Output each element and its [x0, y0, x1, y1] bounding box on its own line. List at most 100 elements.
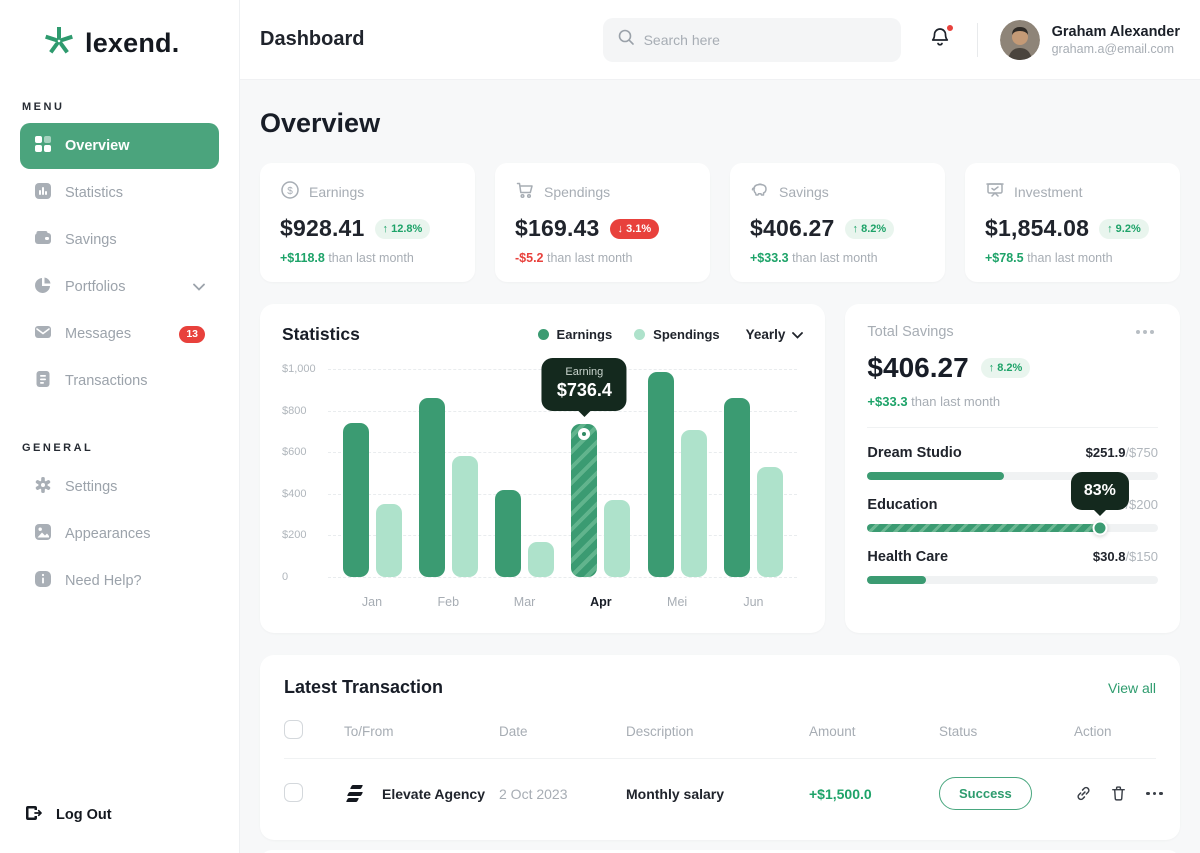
link-icon[interactable] — [1074, 784, 1093, 803]
chevron-down-icon — [193, 279, 205, 295]
x-axis-label-mar: Mar — [513, 595, 536, 609]
messages-badge: 13 — [179, 325, 205, 343]
bar-apr-spendings[interactable] — [604, 500, 631, 577]
chevron-down-icon — [792, 327, 804, 342]
view-all-link[interactable]: View all — [1108, 679, 1156, 696]
sidebar-item-overview[interactable]: Overview — [20, 123, 219, 169]
bar-jun-spendings[interactable] — [756, 466, 783, 577]
general-list: Settings Appearances — [0, 464, 239, 604]
x-axis-label-jan: Jan — [361, 595, 383, 609]
stat-card-badge: ↓ 3.1% — [609, 218, 660, 239]
stat-card-savings: Savings $406.27 ↑ 8.2% +$33.3 than last … — [730, 163, 945, 282]
search-box[interactable] — [602, 17, 901, 62]
trash-icon[interactable] — [1109, 784, 1128, 803]
sidebar-item-settings[interactable]: Settings — [20, 464, 219, 510]
x-axis-label-jun: Jun — [743, 595, 764, 609]
brand-asterisk-icon — [42, 24, 76, 63]
bar-apr-earnings[interactable] — [571, 423, 598, 577]
sidebar-item-statistics[interactable]: Statistics — [20, 170, 219, 216]
tx-date: 2 Oct 2023 — [499, 785, 568, 802]
total-savings-badge: ↑ 8.2% — [980, 358, 1031, 378]
sidebar-item-savings[interactable]: Savings — [20, 217, 219, 263]
sidebar-item-need-help[interactable]: Need Help? — [20, 558, 219, 604]
progress-track — [867, 520, 1158, 536]
next-card-partial — [260, 850, 1180, 853]
latest-transaction-card: Latest Transaction View all To/From Date… — [260, 655, 1180, 840]
more-options-icon[interactable] — [1132, 326, 1158, 338]
sidebar-item-label: Statistics — [65, 185, 124, 201]
bar-feb-earnings[interactable] — [418, 398, 445, 577]
bar-feb-spendings[interactable] — [451, 456, 478, 577]
column-header: Action — [1074, 723, 1112, 739]
elevate-agency-logo-icon — [344, 781, 370, 807]
chart-x-labels: Jan Feb Mar Apr Mei Jun — [328, 595, 797, 609]
sidebar-item-label: Need Help? — [65, 573, 142, 589]
progress-knob[interactable] — [1092, 520, 1108, 536]
tx-description: Monthly salary — [626, 785, 725, 802]
total-savings-amount: $406.27 — [867, 352, 969, 383]
sidebar-item-label: Settings — [65, 479, 118, 495]
gear-icon — [34, 476, 52, 498]
select-all-checkbox[interactable] — [284, 720, 303, 739]
sidebar-item-label: Transactions — [65, 373, 148, 389]
transactions-title: Latest Transaction — [284, 677, 444, 697]
main-area: Dashboard — [240, 0, 1200, 853]
menu-list: Overview Statistics — [0, 123, 239, 404]
stat-card-amount: $1,854.08 — [985, 215, 1090, 241]
statistics-title: Statistics — [282, 324, 360, 344]
row-more-options-icon[interactable] — [1144, 788, 1165, 800]
brand-logo: lexend. — [42, 24, 239, 63]
search-input[interactable] — [643, 31, 887, 48]
y-axis-tick: 0 — [282, 571, 289, 583]
progress-tooltip: 83% — [1070, 472, 1129, 510]
receipt-icon — [34, 370, 52, 392]
sidebar-item-appearances[interactable]: Appearances — [20, 511, 219, 557]
sidebar-item-transactions[interactable]: Transactions — [20, 358, 219, 404]
sidebar-item-portfolios[interactable]: Portfolios — [20, 264, 219, 310]
menu-section-label: MENU — [22, 101, 65, 113]
highlight-marker-icon — [578, 427, 591, 440]
bar-jun-earnings[interactable] — [723, 398, 750, 577]
x-axis-label-apr: Apr — [590, 595, 612, 609]
tx-company: Elevate Agency — [382, 785, 485, 802]
cart-icon — [515, 180, 535, 203]
stat-card-spendings: Spendings $169.43 ↓ 3.1% -$5.2 than last… — [495, 163, 710, 282]
notification-bell-button[interactable] — [929, 24, 954, 53]
bar-mar-earnings[interactable] — [495, 489, 522, 577]
y-axis-tick: $200 — [282, 529, 307, 542]
bar-group-jun — [723, 369, 783, 577]
topbar-title: Dashboard — [260, 28, 365, 50]
bar-jan-spendings[interactable] — [375, 504, 402, 577]
bar-jan-earnings[interactable] — [342, 423, 369, 577]
logout-button[interactable]: Log Out — [24, 803, 112, 827]
sidebar-item-label: Portfolios — [65, 279, 126, 295]
legend-item-spendings: Spendings — [634, 327, 720, 342]
statistics-card: Statistics Earnings Spendings — [260, 304, 826, 633]
stat-card-label: Earnings — [309, 183, 365, 200]
spendings-dot-icon — [634, 329, 646, 340]
bar-mei-earnings[interactable] — [647, 372, 674, 577]
period-selector[interactable]: Yearly — [746, 327, 804, 342]
row-checkbox[interactable] — [284, 782, 303, 802]
chart-tooltip-label: Earning — [565, 365, 604, 378]
grid-line: $400 — [282, 488, 798, 500]
x-axis-label-feb: Feb — [437, 595, 460, 609]
chart-tooltip-value: $736.4 — [556, 379, 612, 400]
user-name: Graham Alexander — [1051, 23, 1180, 40]
chart-bars — [328, 369, 797, 577]
user-profile[interactable]: Graham Alexander graham.a@email.com — [999, 19, 1180, 60]
total-savings-delta: +$33.3 than last month — [867, 394, 1001, 409]
progress-fill — [867, 472, 1004, 480]
goal-health-care: Health Care $30.8/$150 — [867, 549, 1158, 584]
stat-card-delta: +$118.8 than last month — [280, 251, 414, 265]
user-email: graham.a@email.com — [1051, 41, 1175, 56]
stat-card-amount: $169.43 — [515, 215, 600, 241]
bar-mei-spendings[interactable] — [680, 430, 707, 577]
notification-dot — [945, 24, 954, 32]
grid-line: $800 — [282, 405, 798, 417]
sidebar-item-messages[interactable]: Messages 13 — [20, 311, 219, 357]
bar-mar-spendings[interactable] — [528, 541, 555, 577]
stat-card-amount: $406.27 — [750, 215, 835, 241]
sidebar-item-label: Savings — [65, 232, 117, 248]
